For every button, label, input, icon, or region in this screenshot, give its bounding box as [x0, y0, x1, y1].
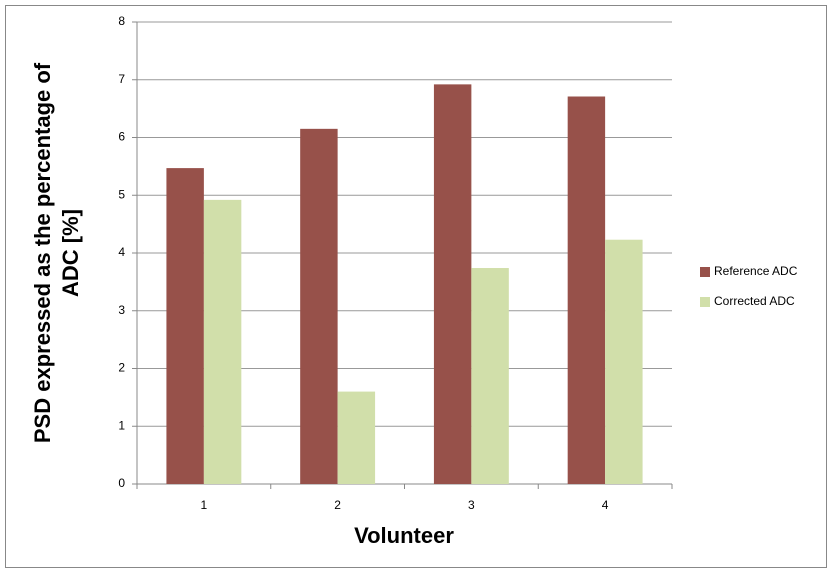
legend-swatch [700, 297, 710, 307]
y-tick-label: 7 [118, 72, 125, 86]
y-tick-label: 0 [118, 476, 125, 490]
y-tick-label: 5 [118, 187, 125, 201]
y-axis-label: PSD expressed as the percentage of [30, 62, 55, 443]
bar [166, 168, 204, 485]
bar [337, 391, 376, 484]
y-tick-label: 3 [118, 303, 125, 317]
x-tick-label: 2 [334, 498, 341, 512]
legend-swatch [700, 267, 710, 277]
x-tick-label: 4 [602, 498, 609, 512]
y-axis-label: ADC [%] [58, 209, 83, 297]
bar [567, 96, 606, 484]
y-tick-label: 2 [118, 361, 125, 375]
bar [471, 268, 509, 484]
y-tick-label: 6 [118, 130, 125, 144]
x-tick-label: 3 [468, 498, 475, 512]
legend-label: Corrected ADC [714, 294, 795, 308]
x-axis-label: Volunteer [354, 523, 454, 548]
x-tick-label: 1 [201, 498, 208, 512]
chart-border [5, 5, 827, 568]
y-tick-label: 4 [118, 245, 125, 259]
y-tick-label: 8 [118, 14, 125, 28]
legend-label: Reference ADC [714, 264, 798, 278]
bar [203, 199, 242, 484]
bar [605, 239, 643, 484]
y-tick-label: 1 [118, 418, 125, 432]
bar [433, 84, 472, 485]
bar [300, 128, 338, 484]
